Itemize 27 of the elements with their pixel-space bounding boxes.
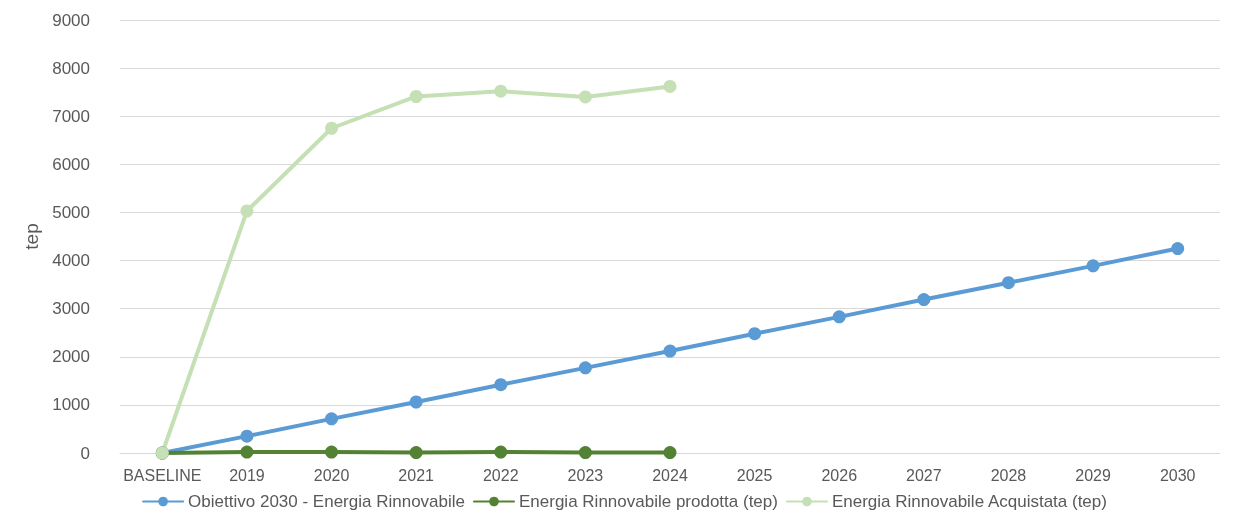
x-tick-label: 2029 [1075, 466, 1111, 484]
x-tick-label: 2022 [482, 466, 519, 484]
y-tick-label: 8000 [52, 58, 90, 78]
y-tick-label: 0 [80, 443, 90, 463]
y-axis-title: tep [21, 223, 43, 250]
y-tick-label: 2000 [52, 347, 90, 367]
legend-label: Energia Rinnovabile prodotta (tep) [519, 492, 778, 511]
x-tick-label: BASELINE [123, 466, 202, 484]
x-tick-label: 2028 [990, 466, 1027, 484]
y-tick-label: 9000 [52, 10, 90, 30]
x-tick-label: 2024 [652, 466, 688, 484]
y-tick-label: 4000 [52, 251, 90, 271]
x-tick-label: 2030 [1159, 466, 1196, 484]
x-tick-label: 2020 [313, 466, 350, 484]
legend-label: Energia Rinnovabile Acquistata (tep) [831, 492, 1107, 511]
x-tick-label: 2023 [567, 466, 604, 484]
x-tick-label: 2021 [398, 466, 435, 484]
x-tick-label: 2026 [821, 466, 858, 484]
y-tick-label: 3000 [52, 299, 90, 319]
legend-label: Obiettivo 2030 - Energia Rinnovabile [188, 492, 466, 511]
y-tick-label: 5000 [52, 202, 90, 222]
y-tick-label: 6000 [52, 154, 90, 174]
x-tick-label: 2025 [736, 466, 773, 484]
y-tick-label: 1000 [52, 395, 90, 415]
x-tick-label: 2019 [229, 466, 265, 484]
x-tick-label: 2027 [906, 466, 942, 484]
y-tick-label: 7000 [52, 106, 90, 126]
